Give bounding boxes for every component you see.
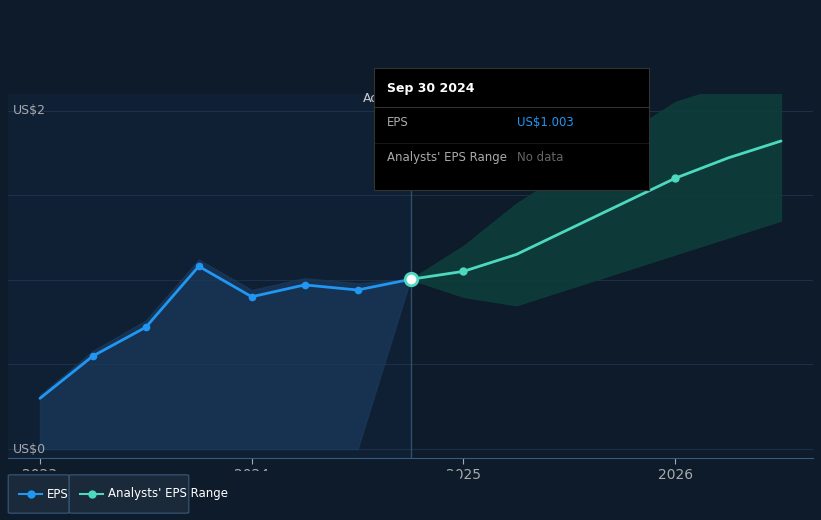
Text: Analysts' EPS Range: Analysts' EPS Range <box>388 151 507 164</box>
Text: US$2: US$2 <box>12 104 45 117</box>
Text: Actual: Actual <box>363 93 402 106</box>
Text: Analysts' EPS Range: Analysts' EPS Range <box>108 488 228 500</box>
FancyBboxPatch shape <box>69 475 189 513</box>
Text: Analysts Forecasts: Analysts Forecasts <box>419 93 535 106</box>
Text: US$1.003: US$1.003 <box>516 116 573 129</box>
Text: No data: No data <box>516 151 563 164</box>
Bar <box>8 94 410 458</box>
FancyBboxPatch shape <box>8 475 69 513</box>
Text: EPS: EPS <box>388 116 409 129</box>
Text: Sep 30 2024: Sep 30 2024 <box>388 82 475 95</box>
Bar <box>410 94 813 458</box>
Text: US$0: US$0 <box>12 443 46 456</box>
Text: EPS: EPS <box>47 488 68 500</box>
